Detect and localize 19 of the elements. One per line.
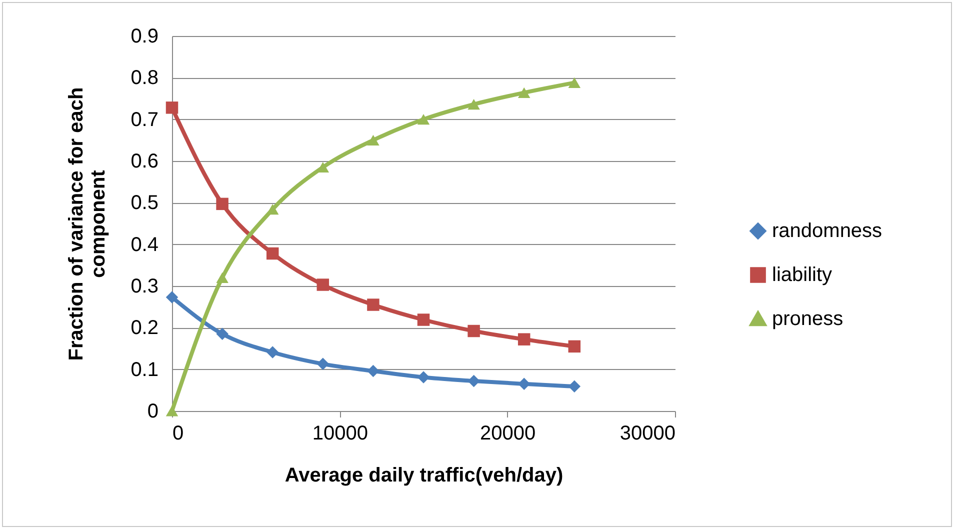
x-tick-label: 0: [172, 422, 184, 444]
x-axis-title: Average daily traffic(veh/day): [284, 464, 564, 486]
y-tick-label: 0.8: [130, 67, 158, 90]
y-tick-label: 0.6: [130, 150, 158, 172]
y-tick-label: 0.7: [130, 108, 158, 131]
y-tick-label: 0.9: [130, 26, 158, 48]
x-tick-label: 10000: [312, 422, 368, 444]
legend-label: liability: [772, 264, 832, 286]
x-tick-label: 20000: [480, 422, 536, 444]
legend-label: randomness: [772, 220, 882, 242]
y-tick-label: 0.4: [130, 234, 158, 256]
y-tick-label: 0.3: [130, 276, 158, 298]
y-tick-label: 0.5: [130, 192, 158, 214]
y-tick-label: 0.1: [130, 358, 158, 381]
legend-label: proness: [772, 308, 844, 330]
x-tick-label: 30000: [620, 422, 676, 444]
y-tick-label: 0.2: [130, 317, 158, 340]
y-tick-label: 0: [147, 400, 158, 422]
y-axis-title: Fraction of variance for each component: [66, 87, 110, 361]
